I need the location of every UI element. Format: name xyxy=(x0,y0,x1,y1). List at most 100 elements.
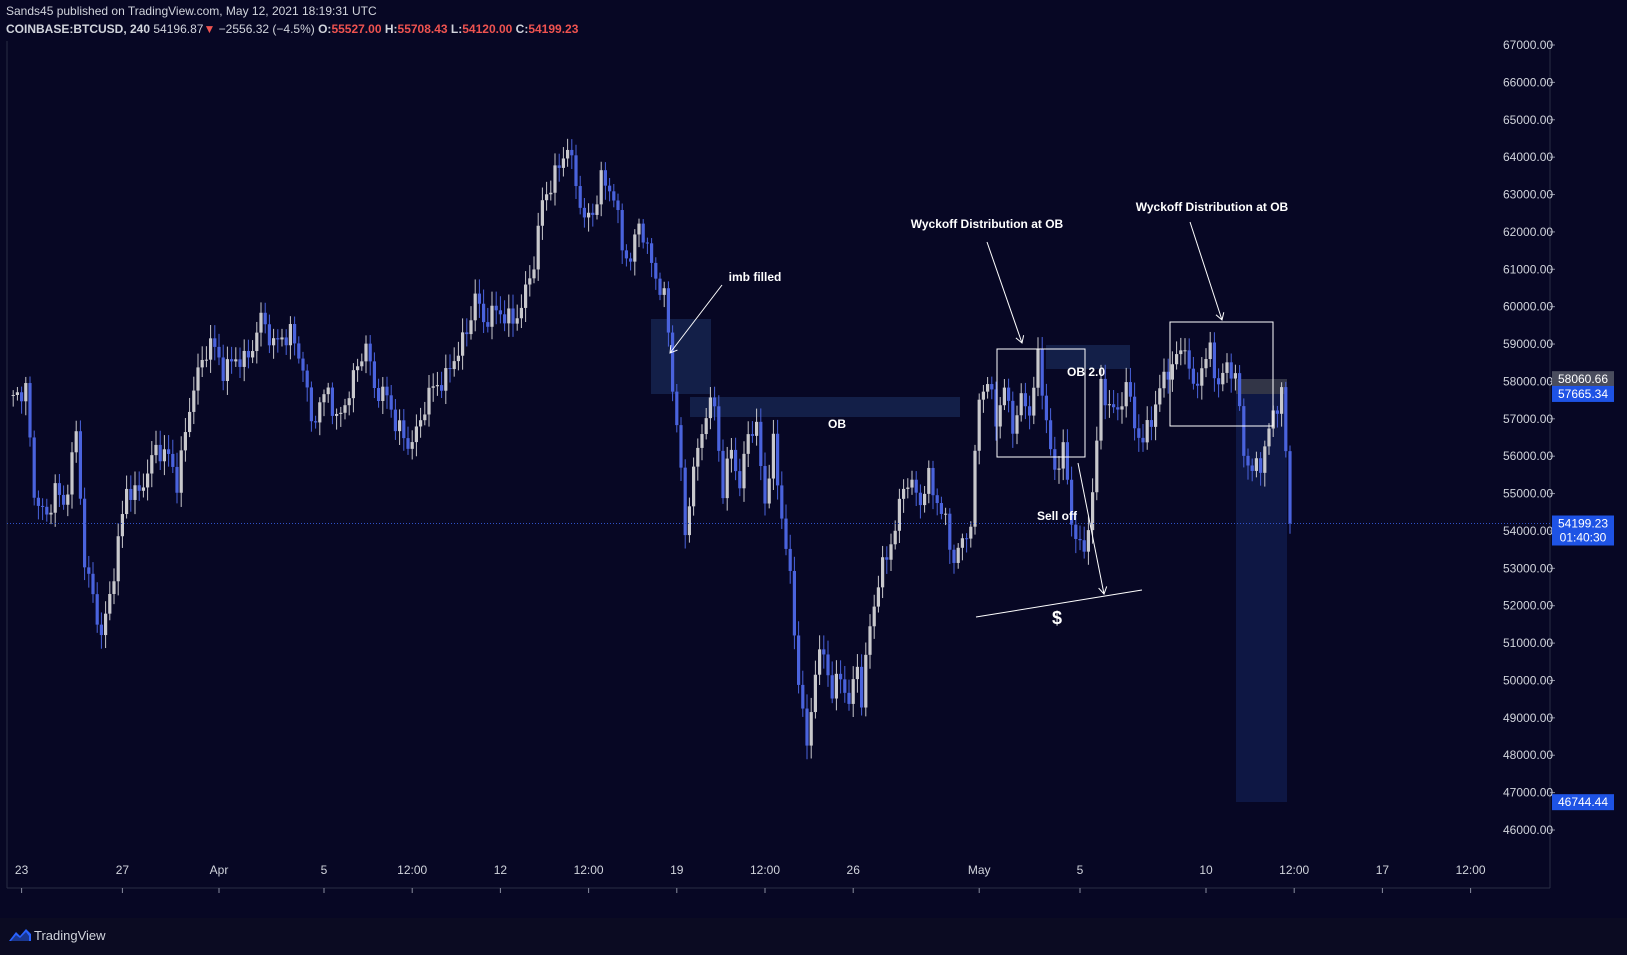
candle-body xyxy=(1162,371,1166,389)
candle-body xyxy=(1254,458,1258,471)
candle-body xyxy=(944,513,948,515)
candle xyxy=(780,471,784,529)
candle xyxy=(708,387,712,430)
symbol-label[interactable]: COINBASE:BTCUSD, 240 xyxy=(6,22,151,36)
candle-body xyxy=(658,278,662,295)
candle-body xyxy=(545,194,549,201)
candle-body xyxy=(137,485,141,491)
candle xyxy=(217,333,221,366)
candle xyxy=(683,459,687,549)
candle-body xyxy=(1149,420,1153,427)
candle xyxy=(1179,337,1183,366)
candle xyxy=(326,382,330,403)
candle xyxy=(389,384,393,418)
candle xyxy=(230,346,234,374)
candle-body xyxy=(1023,393,1027,407)
candle-body xyxy=(603,170,607,186)
candle-body xyxy=(305,370,309,388)
candle xyxy=(591,203,595,227)
candle xyxy=(490,291,494,340)
candle xyxy=(259,302,263,347)
candle-body xyxy=(146,473,150,488)
last-price-tag xyxy=(1552,515,1614,546)
candle-body xyxy=(385,386,389,396)
candle-body xyxy=(1175,354,1179,365)
candle-body xyxy=(998,405,1002,427)
candle xyxy=(318,397,322,436)
candle xyxy=(557,153,561,182)
candle-body xyxy=(1065,442,1069,480)
candle-body xyxy=(532,269,536,279)
candle xyxy=(637,218,641,248)
candle-body xyxy=(729,449,733,459)
candle xyxy=(314,415,318,429)
candle-body xyxy=(511,308,515,324)
candle xyxy=(36,490,40,520)
liquidity-dollar-label: $ xyxy=(1052,608,1062,628)
candle-body xyxy=(1225,362,1229,373)
candle-body xyxy=(1280,387,1284,414)
time-tick-label: Apr xyxy=(210,863,229,877)
candle xyxy=(771,419,775,491)
candle xyxy=(910,470,914,495)
candle-body xyxy=(154,444,158,456)
candle-body xyxy=(435,385,439,387)
candle xyxy=(473,279,477,332)
candle xyxy=(1263,440,1267,487)
high-label: H: xyxy=(384,22,398,36)
candle xyxy=(671,325,675,402)
candle-body xyxy=(540,200,544,226)
candle xyxy=(62,485,66,510)
candle-body xyxy=(192,390,196,412)
candle-body xyxy=(20,392,24,402)
candle-body xyxy=(196,367,200,391)
candle-body xyxy=(965,538,969,540)
candle xyxy=(956,543,960,569)
price-chart[interactable]: 46000.00 47000.00 48000.00 49000.00 50000.00… xyxy=(0,0,1627,918)
close-value: 54199.23 xyxy=(528,22,579,36)
candle xyxy=(242,339,246,382)
candle xyxy=(826,640,830,687)
candle-body xyxy=(280,337,284,340)
candle-body xyxy=(116,536,120,582)
price-tick-label: 58000.00 xyxy=(1503,374,1553,388)
candle xyxy=(137,471,141,501)
candle xyxy=(519,294,523,329)
candle xyxy=(792,556,796,650)
candle xyxy=(851,666,855,717)
candle-body xyxy=(1103,378,1107,406)
candle xyxy=(616,193,620,224)
candle-body xyxy=(1099,378,1103,441)
candle xyxy=(881,545,885,599)
candle-body xyxy=(801,684,805,709)
candle-body xyxy=(1044,395,1048,421)
sell-off-arrow xyxy=(1077,462,1105,595)
candle-body xyxy=(66,494,70,505)
candle-body xyxy=(1112,404,1116,408)
candle xyxy=(813,660,817,719)
candle xyxy=(293,316,297,356)
candle xyxy=(91,562,95,603)
candle-body xyxy=(276,338,280,340)
tradingview-brand[interactable]: TradingView xyxy=(34,928,106,943)
time-tick-label: 5 xyxy=(321,863,328,877)
arrow-head-icon xyxy=(1015,335,1025,344)
candle xyxy=(99,612,103,649)
candle-body xyxy=(687,506,691,536)
candle-body xyxy=(171,453,175,467)
candle-body xyxy=(864,654,868,708)
candle-body xyxy=(372,361,376,389)
candle xyxy=(1204,348,1208,378)
candle-body xyxy=(377,388,381,401)
candle xyxy=(822,635,826,669)
candle xyxy=(146,459,150,501)
candle xyxy=(1128,367,1132,402)
candle-body xyxy=(1040,348,1044,396)
candle xyxy=(192,376,196,425)
candle-body xyxy=(763,466,767,504)
candle xyxy=(897,488,901,543)
candle-body xyxy=(902,488,906,499)
candle xyxy=(1196,372,1200,399)
candle xyxy=(1002,379,1006,411)
footer-bar: TradingView xyxy=(0,918,1627,955)
